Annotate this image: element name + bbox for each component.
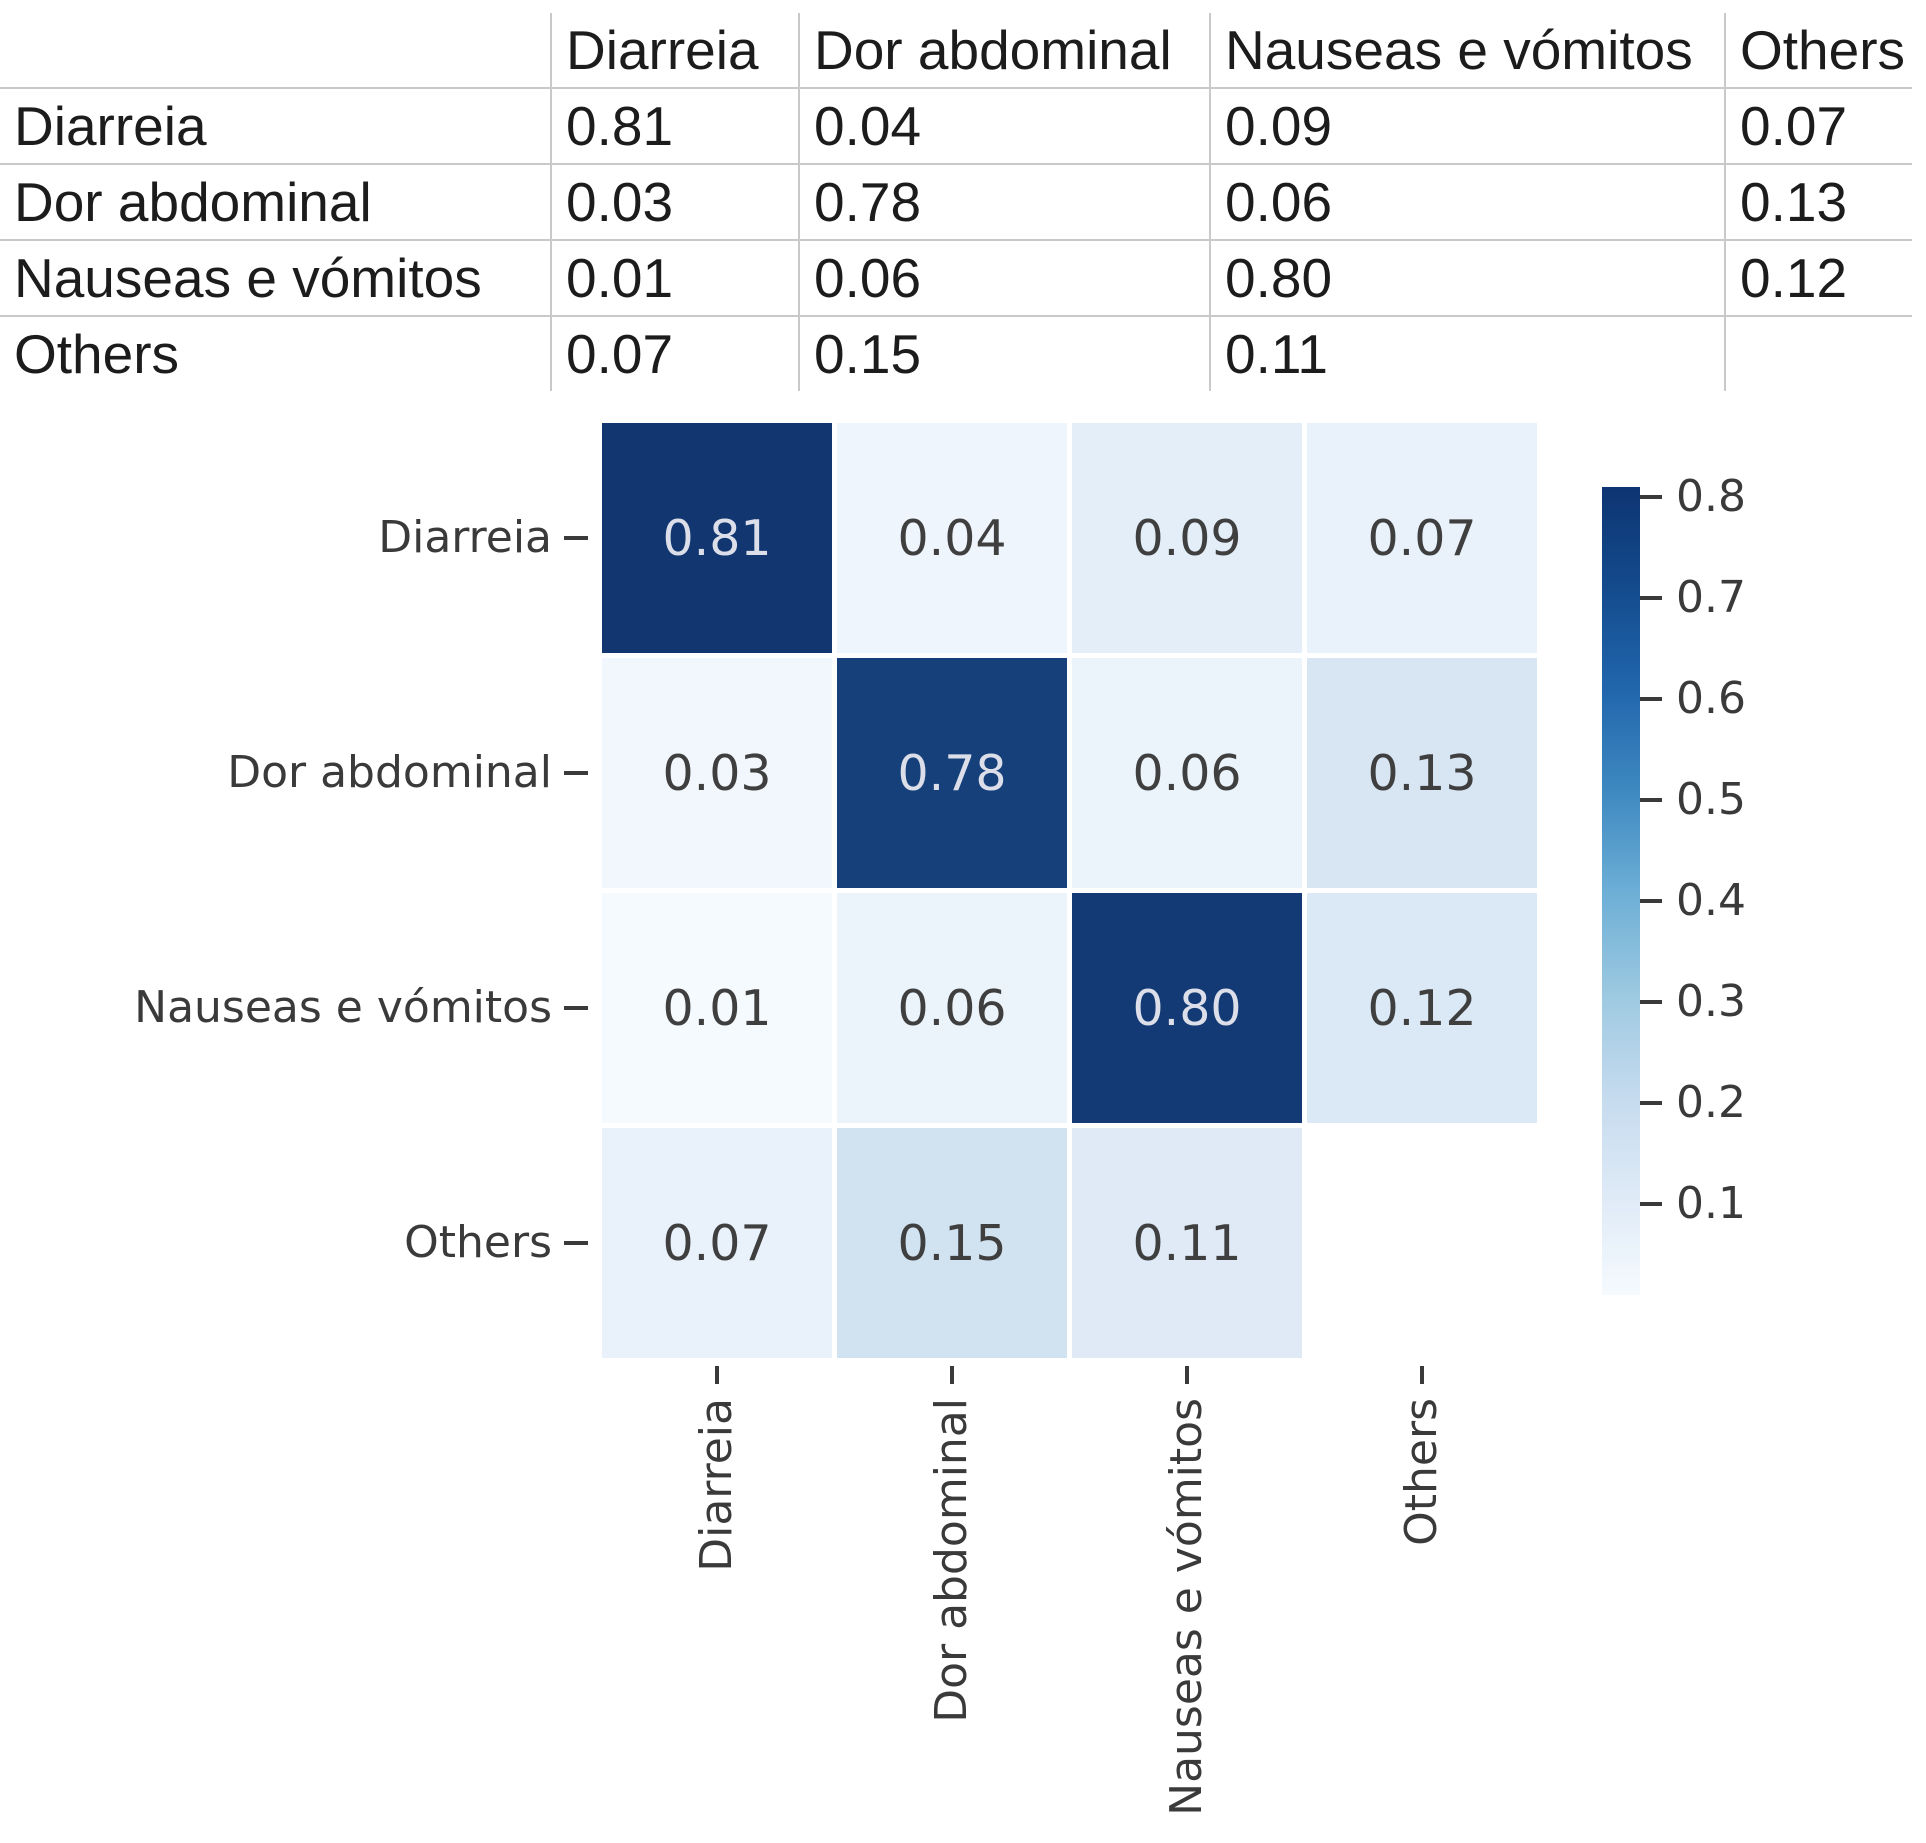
- y-tick-label: Dor abdominal: [227, 747, 552, 798]
- x-tick-mark: [1185, 1366, 1189, 1384]
- heatmap-cell-value: 0.01: [662, 979, 772, 1037]
- heatmap-cell-value: 0.78: [897, 744, 1007, 802]
- x-tick-label: Others: [1396, 1398, 1447, 1546]
- table-row-label: Nauseas e vómitos: [14, 247, 482, 309]
- heatmap-cell-value: 0.80: [1132, 979, 1242, 1037]
- table-value-cell: 0.07: [1724, 89, 1912, 163]
- table-value-cell: [1724, 317, 1912, 391]
- table-value-cell: 0.09: [1209, 89, 1724, 163]
- heatmap-cell: 0.07: [602, 1128, 832, 1358]
- table-row: Others 0.07 0.15 0.11: [0, 317, 1912, 391]
- heatmap-cell: 0.81: [602, 423, 832, 653]
- heatmap-cell: 0.80: [1072, 893, 1302, 1123]
- table-value-cell: 0.11: [1209, 317, 1724, 391]
- heatmap-cell-value: 0.09: [1132, 509, 1242, 567]
- heatmap-cell: 0.09: [1072, 423, 1302, 653]
- heatmap-cell-value: 0.06: [897, 979, 1007, 1037]
- heatmap-cell: 0.01: [602, 893, 832, 1123]
- table-header-cell: Nauseas e vómitos: [1209, 13, 1724, 87]
- table-value-cell: 0.78: [798, 165, 1209, 239]
- heatmap-cell: 0.07: [1307, 423, 1537, 653]
- table-header-cell: [0, 13, 550, 87]
- x-tick-mark: [950, 1366, 954, 1384]
- heatmap-cell-value: 0.12: [1367, 979, 1477, 1037]
- x-tick-mark: [1420, 1366, 1424, 1384]
- table-value-cell: 0.81: [550, 89, 798, 163]
- colorbar-tick-label: 0.4: [1676, 875, 1746, 927]
- colorbar-tick-mark: [1640, 697, 1662, 702]
- colorbar-tick-mark: [1640, 1101, 1662, 1106]
- colorbar-tick-label: 0.7: [1676, 572, 1746, 624]
- heatmap-cell: 0.12: [1307, 893, 1537, 1123]
- x-tick-label: Diarreia: [691, 1398, 742, 1572]
- confusion-matrix-table: Diarreia Dor abdominal Nauseas e vómitos Ot…: [0, 13, 1912, 391]
- x-tick-label: Dor abdominal: [926, 1398, 977, 1723]
- y-tick-mark: [564, 536, 588, 540]
- table-row-label: Diarreia: [14, 95, 207, 157]
- table-row-label: Others: [14, 323, 180, 385]
- colorbar-tick-label: 0.1: [1676, 1178, 1746, 1230]
- x-tick-mark: [715, 1366, 719, 1384]
- heatmap-cell-value: 0.03: [662, 744, 772, 802]
- heatmap-cell: [1307, 1128, 1537, 1358]
- heatmap-cell: 0.06: [837, 893, 1067, 1123]
- table-value-cell: 0.06: [1209, 165, 1724, 239]
- table-row: Nauseas e vómitos 0.01 0.06 0.80 0.12: [0, 241, 1912, 317]
- heatmap-cell: 0.13: [1307, 658, 1537, 888]
- y-tick-mark: [564, 1006, 588, 1010]
- table-value-cell: 0.03: [550, 165, 798, 239]
- table-header-row: Diarreia Dor abdominal Nauseas e vómitos Ot…: [0, 13, 1912, 89]
- table-value-cell: 0.01: [550, 241, 798, 315]
- heatmap-cell-value: 0.81: [662, 509, 772, 567]
- y-tick-mark: [564, 1241, 588, 1245]
- table-header-cell: Others: [1724, 13, 1912, 87]
- heatmap-cell-value: 0.13: [1367, 744, 1477, 802]
- colorbar-gradient: [1602, 487, 1640, 1295]
- table-row: Dor abdominal 0.03 0.78 0.06 0.13: [0, 165, 1912, 241]
- x-tick-label: Nauseas e vómitos: [1161, 1398, 1212, 1816]
- colorbar-tick-mark: [1640, 899, 1662, 904]
- heatmap-cell: 0.04: [837, 423, 1067, 653]
- y-tick-label: Nauseas e vómitos: [134, 982, 552, 1033]
- table-header-cell: Diarreia: [550, 13, 798, 87]
- colorbar-tick-mark: [1640, 1202, 1662, 1207]
- colorbar-tick-mark: [1640, 1000, 1662, 1005]
- table-value-cell: 0.13: [1724, 165, 1912, 239]
- colorbar-tick-mark: [1640, 798, 1662, 803]
- y-tick-label: Others: [404, 1217, 552, 1268]
- y-tick-label: Diarreia: [378, 512, 552, 563]
- colorbar-tick-mark: [1640, 596, 1662, 601]
- heatmap-cell-value: 0.11: [1132, 1214, 1242, 1272]
- table-value-cell: 0.04: [798, 89, 1209, 163]
- heatmap-cell-value: 0.07: [1367, 509, 1477, 567]
- colorbar-tick-label: 0.3: [1676, 976, 1746, 1028]
- table-value-cell: 0.07: [550, 317, 798, 391]
- table-value-cell: 0.80: [1209, 241, 1724, 315]
- heatmap-cell: 0.03: [602, 658, 832, 888]
- table-value-cell: 0.15: [798, 317, 1209, 391]
- colorbar-tick-mark: [1640, 495, 1662, 500]
- colorbar-tick-label: 0.8: [1676, 471, 1746, 523]
- heatmap-cell-value: 0.06: [1132, 744, 1242, 802]
- table-value-cell: 0.06: [798, 241, 1209, 315]
- table-value-cell: 0.12: [1724, 241, 1912, 315]
- table-row-label: Dor abdominal: [14, 171, 372, 233]
- y-tick-mark: [564, 771, 588, 775]
- colorbar-tick-label: 0.2: [1676, 1077, 1746, 1129]
- heatmap-cell: 0.78: [837, 658, 1067, 888]
- heatmap-cell: 0.11: [1072, 1128, 1302, 1358]
- colorbar-tick-label: 0.5: [1676, 774, 1746, 826]
- heatmap-cell-value: 0.15: [897, 1214, 1007, 1272]
- heatmap-cell: 0.06: [1072, 658, 1302, 888]
- table-header-cell: Dor abdominal: [798, 13, 1209, 87]
- colorbar-tick-label: 0.6: [1676, 673, 1746, 725]
- table-row: Diarreia 0.81 0.04 0.09 0.07: [0, 89, 1912, 165]
- heatmap-grid: 0.81 0.04 0.09 0.07 0.03 0.78 0.06 0.13 0.01 0.06…: [602, 423, 1537, 1358]
- heatmap-cell: 0.15: [837, 1128, 1067, 1358]
- heatmap-cell-value: 0.07: [662, 1214, 772, 1272]
- heatmap-cell-value: 0.04: [897, 509, 1007, 567]
